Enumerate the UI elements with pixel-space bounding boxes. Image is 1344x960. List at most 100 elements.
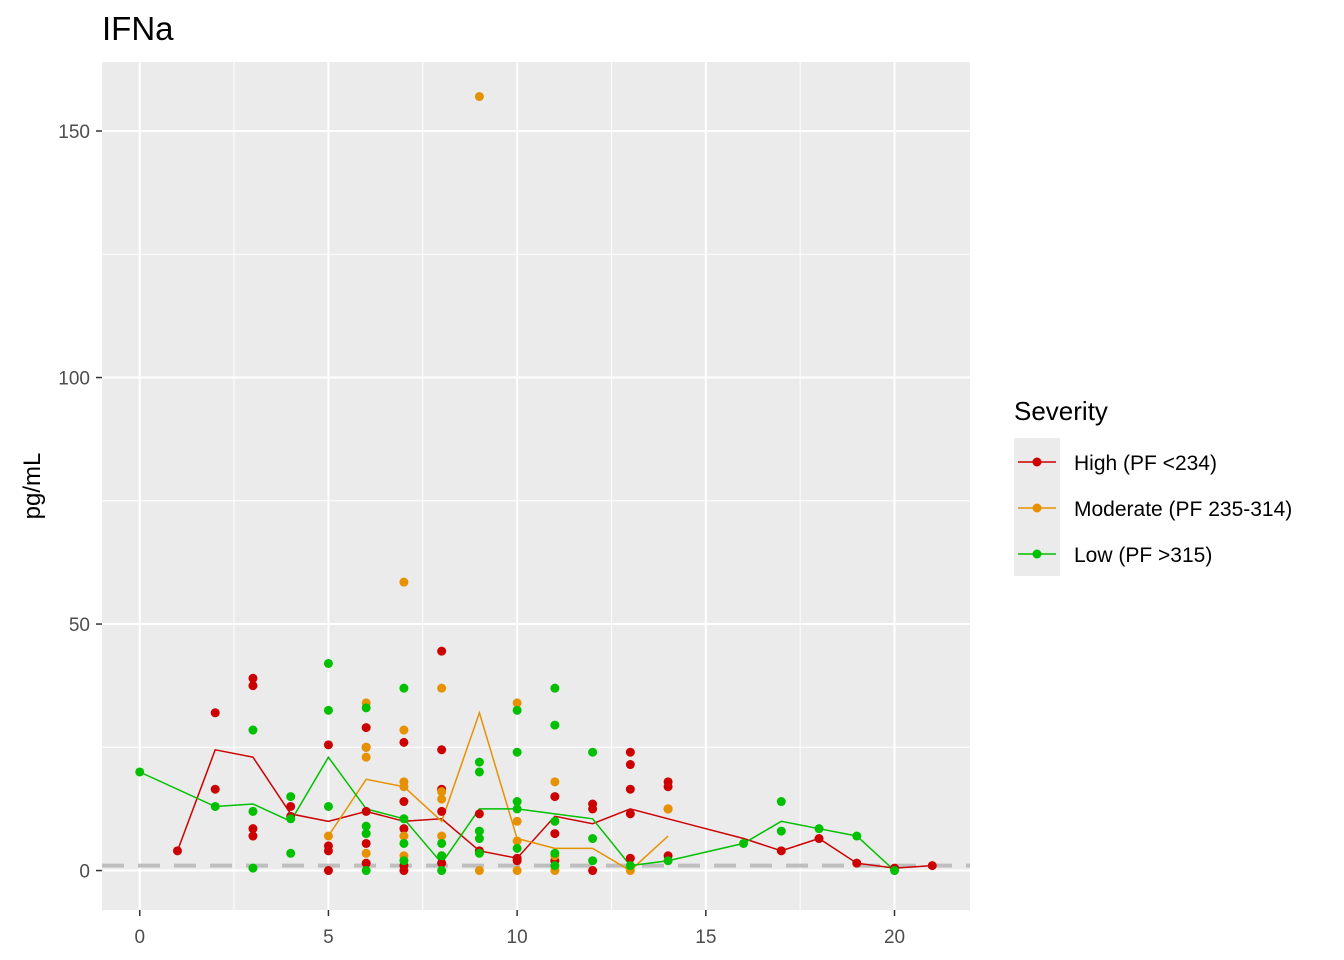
- x-axis: 0 5 10 15 20: [134, 910, 905, 948]
- legend-key-point: [1032, 503, 1042, 513]
- data-point: [776, 826, 786, 836]
- data-point: [437, 851, 447, 861]
- data-point: [512, 747, 522, 757]
- data-point: [323, 705, 333, 715]
- data-point: [286, 848, 296, 858]
- data-point: [361, 821, 371, 831]
- data-point: [739, 838, 749, 848]
- data-point: [248, 831, 258, 841]
- data-point: [852, 831, 862, 841]
- data-point: [814, 824, 824, 834]
- data-point: [512, 843, 522, 853]
- data-point: [512, 853, 522, 863]
- data-point: [399, 856, 409, 866]
- data-point: [474, 757, 484, 767]
- plot-panel: [102, 62, 970, 910]
- data-point: [437, 858, 447, 868]
- data-point: [437, 683, 447, 693]
- legend-key-point: [1032, 549, 1042, 559]
- data-point: [890, 866, 900, 876]
- data-point: [248, 806, 258, 816]
- data-point: [361, 723, 371, 733]
- y-tick-label: 100: [58, 369, 90, 390]
- data-point: [323, 846, 333, 856]
- data-point: [399, 866, 409, 876]
- data-point: [323, 740, 333, 750]
- data-point: [323, 801, 333, 811]
- y-tick-label: 50: [69, 615, 90, 636]
- data-point: [361, 829, 371, 839]
- data-point: [663, 804, 673, 814]
- data-point: [210, 784, 220, 794]
- data-points: [135, 92, 937, 876]
- data-point: [663, 856, 673, 866]
- data-point: [588, 834, 598, 844]
- legend-label: Moderate (PF 235-314): [1074, 498, 1292, 521]
- data-point: [323, 866, 333, 876]
- data-point: [512, 816, 522, 826]
- legend-label: High (PF <234): [1074, 452, 1217, 475]
- x-tick-label: 10: [507, 927, 528, 948]
- minor-gridlines: [102, 62, 970, 910]
- data-point: [437, 787, 447, 797]
- data-point: [399, 831, 409, 841]
- data-point: [550, 683, 560, 693]
- data-point: [437, 866, 447, 876]
- data-point: [437, 838, 447, 848]
- data-point: [852, 858, 862, 868]
- data-point: [210, 801, 220, 811]
- data-point: [399, 683, 409, 693]
- data-point: [399, 797, 409, 807]
- data-point: [361, 806, 371, 816]
- series-line: [327, 710, 669, 872]
- data-point: [625, 760, 635, 770]
- data-point: [512, 705, 522, 715]
- data-point: [323, 831, 333, 841]
- chart-title: IFNa: [102, 10, 174, 47]
- data-point: [172, 846, 182, 856]
- data-point: [437, 794, 447, 804]
- x-tick-label: 5: [323, 927, 334, 948]
- data-point: [550, 861, 560, 871]
- data-point: [361, 858, 371, 868]
- data-point: [474, 848, 484, 858]
- data-point: [550, 720, 560, 730]
- data-point: [286, 814, 296, 824]
- x-tick-label: 15: [695, 927, 716, 948]
- data-point: [550, 792, 560, 802]
- data-point: [399, 577, 409, 587]
- data-point: [399, 725, 409, 735]
- data-point: [399, 838, 409, 848]
- data-point: [814, 834, 824, 844]
- legend-key-point: [1032, 457, 1042, 467]
- data-point: [361, 838, 371, 848]
- data-point: [474, 809, 484, 819]
- data-point: [248, 824, 258, 834]
- data-point: [474, 767, 484, 777]
- x-tick-label: 20: [884, 927, 905, 948]
- data-point: [286, 792, 296, 802]
- data-point: [248, 725, 258, 735]
- data-point: [248, 681, 258, 691]
- data-point: [361, 848, 371, 858]
- data-point: [210, 708, 220, 718]
- data-point: [512, 836, 522, 846]
- data-point: [437, 646, 447, 656]
- data-point: [248, 863, 258, 873]
- data-point: [588, 747, 598, 757]
- data-point: [512, 698, 522, 708]
- data-point: [286, 801, 296, 811]
- data-point: [776, 797, 786, 807]
- data-point: [512, 797, 522, 807]
- data-point: [625, 853, 635, 863]
- data-point: [588, 856, 598, 866]
- data-point: [927, 861, 937, 871]
- x-tick-label: 0: [134, 927, 145, 948]
- data-point: [550, 829, 560, 839]
- data-point: [512, 866, 522, 876]
- data-point: [399, 814, 409, 824]
- data-point: [625, 809, 635, 819]
- legend-label: Low (PF >315): [1074, 544, 1212, 567]
- data-point: [437, 831, 447, 841]
